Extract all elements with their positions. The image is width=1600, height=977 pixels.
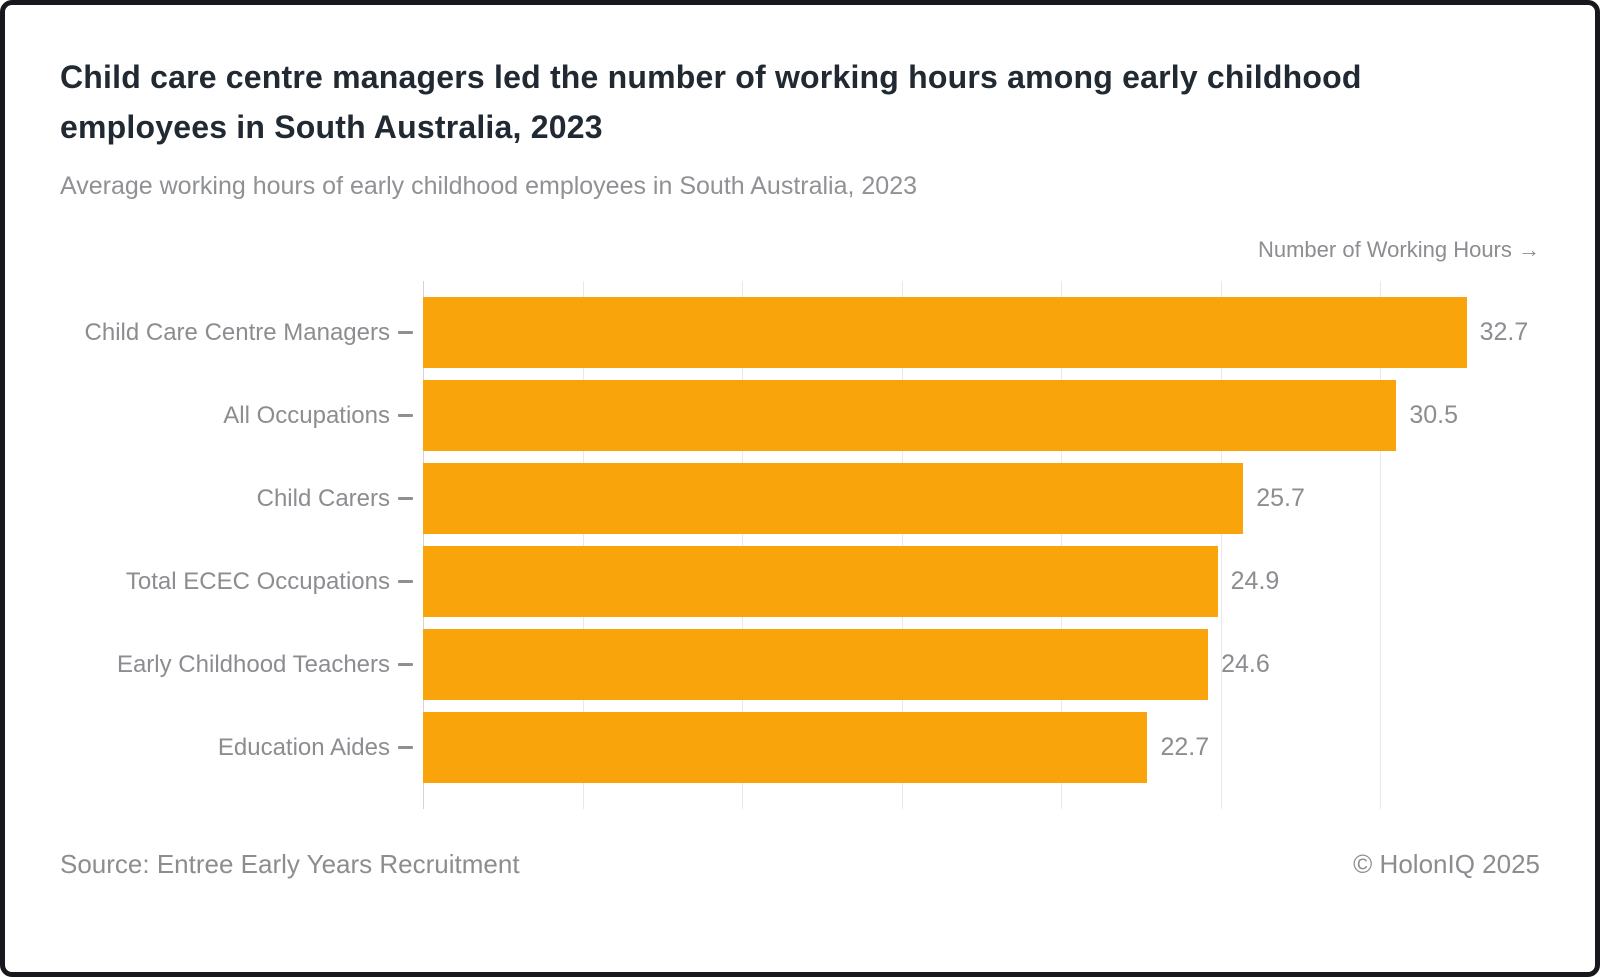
category-label: Child Carers: [256, 484, 390, 512]
bar-chart: Child Care Centre Managers 32.7 All Occu…: [60, 281, 1540, 810]
gridline: [1380, 281, 1382, 810]
category-label: All Occupations: [223, 401, 390, 429]
copyright-credit: © HolonIQ 2025: [1353, 849, 1540, 880]
chart-subtitle: Average working hours of early childhood…: [60, 172, 918, 201]
x-axis-title: Number of Working Hours →: [1257, 237, 1540, 263]
bar-row: All Occupations 30.5: [60, 380, 1540, 452]
category-label: Child Care Centre Managers: [84, 318, 390, 346]
footer: Source: Entree Early Years Recruitment ©…: [60, 849, 1540, 880]
category-label: Education Aides: [217, 733, 390, 761]
source-note: Source: Entree Early Years Recruitment: [60, 849, 520, 880]
value-label: 25.7: [1256, 484, 1305, 513]
gridline: [1220, 281, 1222, 810]
bar-row: Child Care Centre Managers 32.7: [60, 297, 1540, 369]
bar-row: Education Aides 22.7: [60, 712, 1540, 784]
bar-row: Total ECEC Occupations 24.9: [60, 546, 1540, 618]
bar: [423, 463, 1244, 535]
value-label: 22.7: [1160, 733, 1210, 762]
value-label: 30.5: [1409, 401, 1459, 430]
gridline: [901, 281, 903, 810]
bar: [423, 629, 1209, 701]
category-label: Early Childhood Teachers: [116, 650, 390, 678]
bar-row: Early Childhood Teachers 24.6: [60, 629, 1540, 701]
axis-tick-icon: [398, 663, 413, 667]
value-label: 32.7: [1479, 318, 1529, 347]
bar-row: Child Carers 25.7: [60, 463, 1540, 535]
y-axis-line: [423, 281, 424, 810]
page-title: Child care centre managers led the numbe…: [60, 59, 1362, 145]
gridline: [742, 281, 744, 810]
bar-track: 24.9: [423, 546, 1540, 618]
bar-rows: Child Care Centre Managers 32.7 All Occu…: [60, 281, 1540, 809]
bar: [423, 380, 1397, 452]
bar: [423, 546, 1218, 618]
bar: [423, 712, 1148, 784]
gridline: [582, 281, 584, 810]
value-label: 24.6: [1221, 650, 1270, 679]
bar-track: 22.7: [423, 712, 1540, 784]
value-label: 24.9: [1230, 567, 1280, 596]
gridlines: [423, 281, 1540, 810]
axis-tick-icon: [398, 331, 413, 335]
bar-track: 24.6: [423, 629, 1540, 701]
bar-track: 30.5: [423, 380, 1540, 452]
axis-tick-icon: [398, 414, 413, 418]
axis-tick-icon: [398, 497, 413, 501]
bar-track: 32.7: [423, 297, 1540, 369]
category-label: Total ECEC Occupations: [125, 567, 390, 595]
axis-tick-icon: [398, 746, 413, 750]
bar-track: 25.7: [423, 463, 1540, 535]
gridline: [1061, 281, 1063, 810]
bar: [423, 297, 1467, 369]
axis-tick-icon: [398, 580, 413, 584]
